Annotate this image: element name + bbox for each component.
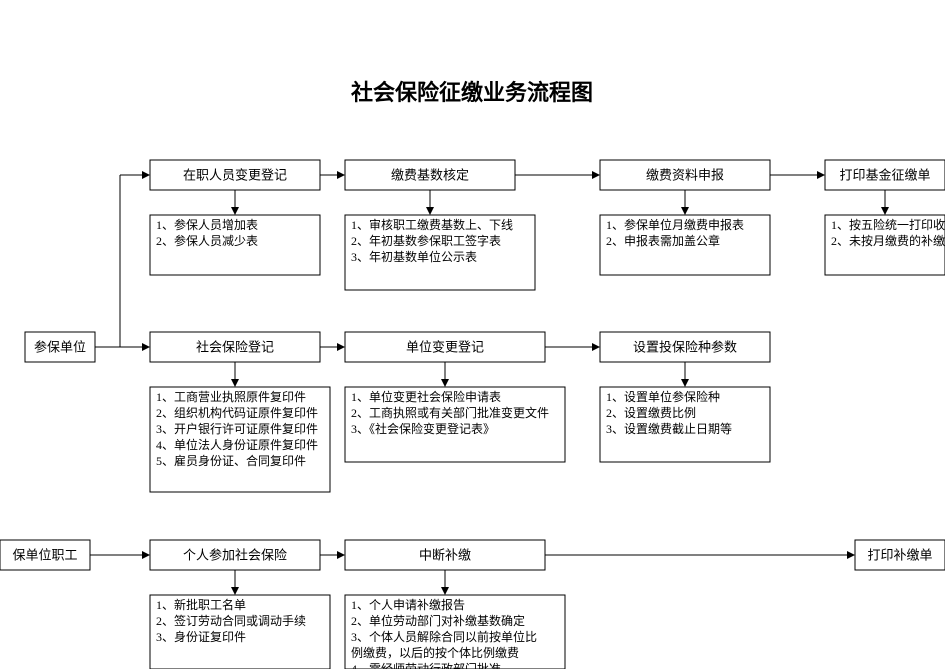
flow-node-label: 缴费基数核定 [391,168,469,183]
flow-node-label: 参保单位 [34,340,86,355]
flow-detail-line: 2、工商执照或有关部门批准变更文件 [351,405,549,420]
flow-detail-line: 1、按五险统一打印收缴 [831,217,945,232]
flow-detail-line: 例缴费，以后的按个体比例缴费 [351,645,519,660]
flow-detail-line: 1、新批职工名单 [156,597,246,612]
flow-detail-line: 1、参保人员增加表 [156,217,258,232]
flow-detail-line: 1、单位变更社会保险申请表 [351,389,501,404]
flow-detail-line: 3、开户银行许可证原件复印件 [156,421,318,436]
flow-node-label: 缴费资料申报 [646,168,724,183]
flow-node-label: 在职人员变更登记 [183,168,287,183]
flowchart-root: 社会保险征缴业务流程图参保单位 在职人员变更登记 缴费基数核定 缴费资料申报 打印基金征… [0,0,945,669]
flow-detail-line: 2、组织机构代码证原件复印件 [156,405,318,420]
flow-detail-line: 3、年初基数单位公示表 [351,249,477,264]
flow-node-label: 社会保险登记 [196,340,274,355]
flow-detail-line: 1、工商营业执照原件复印件 [156,389,306,404]
flow-detail-line: 3、设置缴费截止日期等 [606,421,732,436]
flow-detail-line: 1、设置单位参保险种 [606,389,720,404]
flow-detail-line: 2、参保人员减少表 [156,233,258,248]
flow-node-label: 打印补缴单 [867,548,932,563]
flow-detail-line: 2、未按月缴费的补缴时 [831,233,945,248]
flow-detail-line: 5、雇员身份证、合同复印件 [156,453,306,468]
flow-detail-line: 2、设置缴费比例 [606,405,696,420]
flow-node-label: 个人参加社会保险 [183,548,287,563]
flow-detail-line: 3、个体人员解除合同以前按单位比 [351,629,537,644]
flow-node-label: 设置投保险种参数 [633,340,737,355]
flow-detail-line: 2、单位劳动部门对补缴基数确定 [351,613,525,628]
flow-detail-line: 4、单位法人身份证原件复印件 [156,437,318,452]
flow-detail-line: 1、个人申请补缴报告 [351,597,465,612]
flow-node-label: 打印基金征缴单 [839,168,930,183]
flow-detail-line: 3、《社会保险变更登记表》 [351,421,495,436]
flow-node-label: 保单位职工 [12,548,77,563]
flow-node-label: 单位变更登记 [406,340,484,355]
flow-detail-line: 4、需经师劳动行政部门批准 [351,661,501,669]
flow-detail-line: 1、审核职工缴费基数上、下线 [351,217,513,232]
flow-detail-line: 1、参保单位月缴费申报表 [606,217,744,232]
flow-detail-line: 2、签订劳动合同或调动手续 [156,613,306,628]
flow-detail-line: 2、年初基数参保职工签字表 [351,233,501,248]
page-title: 社会保险征缴业务流程图 [351,80,593,105]
flow-detail-line: 2、申报表需加盖公章 [606,233,720,248]
flow-node-label: 中断补缴 [419,548,471,563]
flow-detail-line: 3、身份证复印件 [156,629,246,644]
